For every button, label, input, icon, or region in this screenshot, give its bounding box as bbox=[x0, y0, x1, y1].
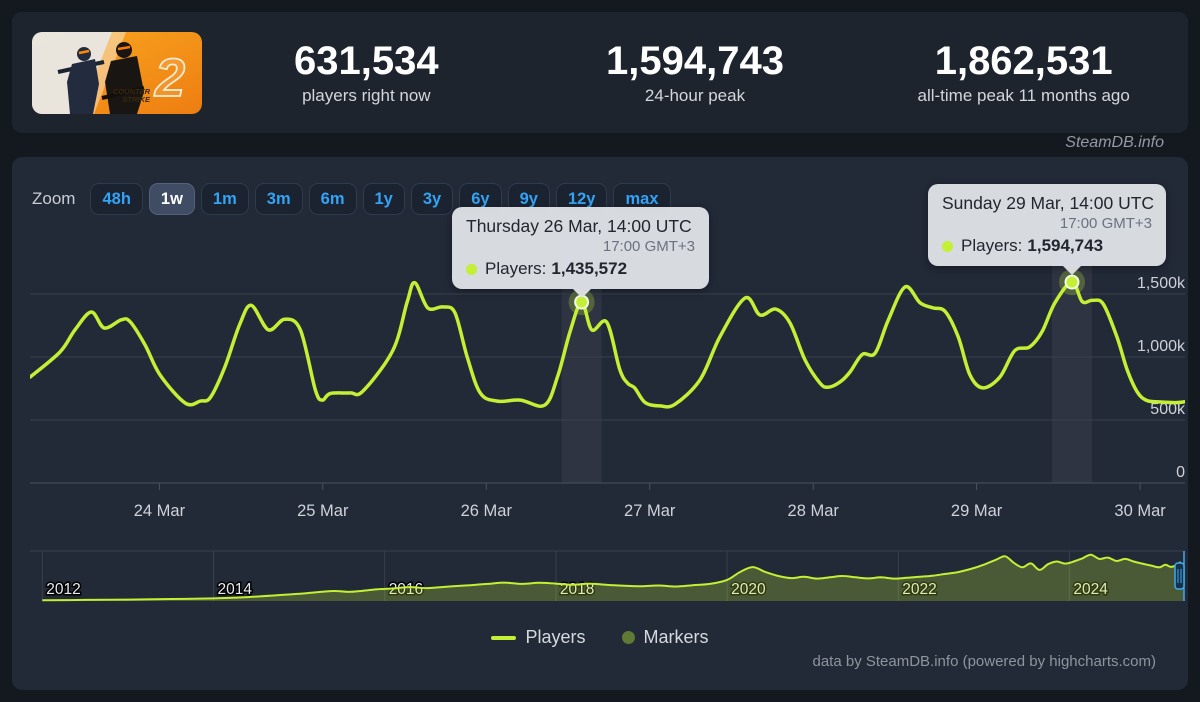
players-line-icon bbox=[491, 635, 517, 640]
svg-text:2024: 2024 bbox=[1073, 581, 1108, 598]
players-series[interactable] bbox=[30, 280, 1185, 409]
stat-alltime-peak: 1,862,531 all-time peak 11 months ago bbox=[859, 39, 1188, 106]
game-capsule[interactable]: 2 COUNTER STRIKE bbox=[32, 31, 202, 114]
zoom-range-3m[interactable]: 3m bbox=[254, 183, 303, 215]
tooltip-players-value: 1,594,743 bbox=[1027, 236, 1104, 255]
player-stats: 631,534 players right now 1,594,743 24-h… bbox=[202, 39, 1188, 106]
zoom-range-3y[interactable]: 3y bbox=[410, 183, 454, 215]
svg-text:2014: 2014 bbox=[218, 581, 253, 598]
svg-text:1,000k: 1,000k bbox=[1137, 338, 1186, 355]
peak-24h-label: 24-hour peak bbox=[644, 86, 746, 105]
svg-text:26 Mar: 26 Mar bbox=[461, 502, 513, 520]
tooltip-series-label: Players: bbox=[961, 236, 1023, 255]
capsule-logo-counter: COUNTER bbox=[113, 87, 151, 96]
series-dot-icon bbox=[466, 263, 477, 275]
peak-24h-value: 1,594,743 bbox=[606, 39, 784, 83]
svg-text:27 Mar: 27 Mar bbox=[624, 502, 676, 520]
svg-text:30 Mar: 30 Mar bbox=[1114, 502, 1166, 520]
players-chart[interactable]: 0 500k 1,000k 1,500k 24 Mar 25 Mar 26 Mar 27 Ma… bbox=[12, 157, 1188, 690]
navigator[interactable]: 2012201420162018202020222024 bbox=[30, 550, 1185, 602]
tooltip-local-time: 17:00 GMT+3 bbox=[602, 238, 695, 255]
stat-current-players: 631,534 players right now bbox=[202, 39, 531, 106]
stat-24h-peak: 1,594,743 24-hour peak bbox=[531, 39, 860, 106]
zoom-range-1y[interactable]: 1y bbox=[362, 183, 405, 215]
svg-text:500k: 500k bbox=[1150, 401, 1186, 418]
svg-text:0: 0 bbox=[1176, 464, 1185, 481]
soldier-silhouette-right bbox=[101, 41, 145, 114]
capsule-number-2: 2 bbox=[154, 48, 185, 108]
legend-item-players[interactable]: Players bbox=[491, 627, 586, 648]
svg-text:2022: 2022 bbox=[902, 581, 936, 598]
svg-text:2020: 2020 bbox=[731, 581, 766, 598]
tooltip-series-label: Players: bbox=[485, 259, 547, 278]
tooltip-date: Thursday 26 Mar, 14:00 UTC bbox=[466, 216, 692, 236]
chart-credits[interactable]: data by SteamDB.info (powered by highcha… bbox=[812, 653, 1157, 670]
tooltip-date: Sunday 29 Mar, 14:00 UTC bbox=[942, 193, 1155, 213]
x-axis: 24 Mar 25 Mar 26 Mar 27 Mar 28 Mar 29 Mar 30 M… bbox=[134, 483, 1166, 520]
svg-text:2016: 2016 bbox=[389, 581, 423, 598]
chart-tooltip-29-mar: Sunday 29 Mar, 14:00 UTC 17:00 GMT+3 Pla… bbox=[928, 184, 1166, 275]
markers-dot-icon bbox=[621, 631, 635, 644]
header-panel: 2 COUNTER STRIKE 631,534 players right n… bbox=[12, 12, 1188, 133]
y-axis: 0 500k 1,000k 1,500k bbox=[30, 275, 1186, 484]
svg-text:24 Mar: 24 Mar bbox=[134, 502, 186, 520]
zoom-range-48h[interactable]: 48h bbox=[90, 183, 143, 215]
zoom-range-6m[interactable]: 6m bbox=[308, 183, 357, 215]
steamdb-watermark: SteamDB.info bbox=[1065, 134, 1164, 151]
series-dot-icon bbox=[942, 240, 953, 252]
legend-item-markers[interactable]: Markers bbox=[621, 627, 709, 648]
soldier-silhouette-left bbox=[57, 46, 105, 114]
legend-markers-label: Markers bbox=[643, 627, 709, 647]
chart-tooltip-26-mar: Thursday 26 Mar, 14:00 UTC 17:00 GMT+3 P… bbox=[452, 207, 709, 298]
tooltip-local-time: 17:00 GMT+3 bbox=[1059, 215, 1152, 232]
svg-text:29 Mar: 29 Mar bbox=[951, 502, 1003, 520]
navigator-handle[interactable] bbox=[1174, 551, 1185, 601]
zoom-label: Zoom bbox=[32, 189, 76, 208]
capsule-logo-strike: STRIKE bbox=[122, 95, 151, 104]
chart-panel: 0 500k 1,000k 1,500k 24 Mar 25 Mar 26 Mar 27 Ma… bbox=[12, 157, 1188, 690]
svg-text:25 Mar: 25 Mar bbox=[297, 502, 349, 520]
chart-legend: Players Markers bbox=[12, 627, 1188, 648]
svg-text:28 Mar: 28 Mar bbox=[788, 502, 840, 520]
tooltip-players-value: 1,435,572 bbox=[551, 259, 628, 278]
alltime-peak-label: all-time peak 11 months ago bbox=[917, 86, 1130, 105]
current-players-label: players right now bbox=[302, 86, 431, 105]
svg-text:2012: 2012 bbox=[46, 581, 80, 598]
zoom-range-1m[interactable]: 1m bbox=[200, 183, 249, 215]
svg-text:1,500k: 1,500k bbox=[1137, 275, 1186, 292]
current-players-value: 631,534 bbox=[294, 39, 439, 83]
zoom-range-1w[interactable]: 1w bbox=[148, 183, 195, 215]
alltime-peak-value: 1,862,531 bbox=[934, 39, 1113, 83]
legend-players-label: Players bbox=[525, 627, 586, 647]
